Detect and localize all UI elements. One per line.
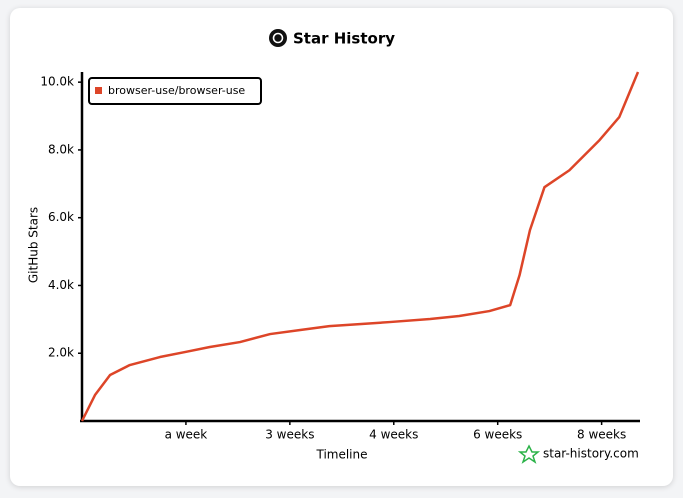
y-tick-label: 6.0k — [48, 210, 74, 224]
x-tick-label: 6 weeks — [473, 428, 522, 442]
legend-box — [88, 77, 262, 105]
x-tick-label: 4 weeks — [369, 428, 418, 442]
chart-title: Star History — [293, 30, 395, 48]
title-icon — [269, 29, 287, 47]
y-tick-label: 10.0k — [40, 75, 74, 89]
watermark: star-history.com — [543, 447, 639, 461]
legend-label: browser-use/browser-use — [108, 84, 245, 97]
y-tick-label: 2.0k — [48, 346, 74, 360]
x-tick-label: a week — [165, 428, 208, 442]
legend-swatch — [95, 87, 102, 94]
x-tick-label: 3 weeks — [265, 428, 314, 442]
x-axis-label: Timeline — [315, 448, 367, 462]
watermark-icon — [517, 444, 541, 464]
line — [80, 71, 640, 422]
y-tick-label: 4.0k — [48, 278, 74, 292]
x-tick-label: 8 weeks — [577, 428, 626, 442]
y-axis-label: GitHub Stars — [27, 207, 41, 283]
y-tick-label: 8.0k — [48, 142, 74, 156]
